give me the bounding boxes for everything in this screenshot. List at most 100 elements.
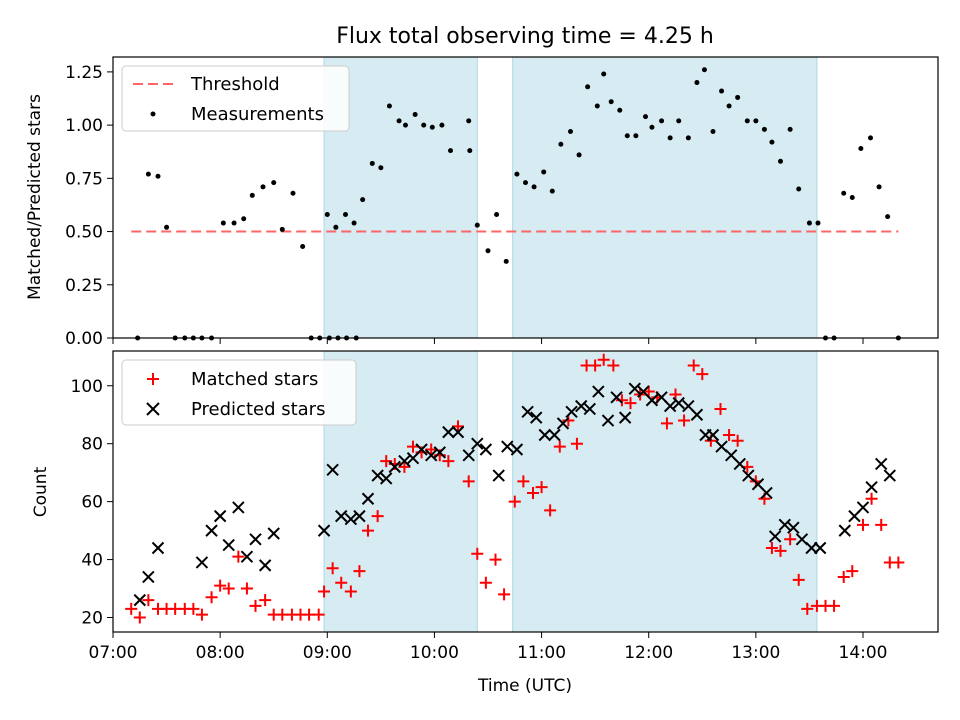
matched-star-point-72 xyxy=(765,541,778,554)
measurement-point-76 xyxy=(778,158,783,164)
predicted-star-point-72 xyxy=(875,457,888,471)
measurement-point-64 xyxy=(676,118,682,124)
predicted-star-point-28 xyxy=(462,449,475,462)
legend-matched-marker xyxy=(147,373,159,385)
matched-star-point-15 xyxy=(259,594,272,607)
top-y-axis-label: Matched/Predicted stars xyxy=(25,94,45,300)
measurement-point-73 xyxy=(753,118,759,124)
bottom-y-axis-label: Count xyxy=(31,466,51,517)
matched-star-point-10 xyxy=(214,579,227,592)
measurement-point-70 xyxy=(726,103,732,109)
predicted-star-point-6 xyxy=(222,538,235,552)
predicted-star-point-62 xyxy=(768,530,782,543)
bottom-ytick-label-4: 100 xyxy=(71,377,103,397)
measurement-point-17 xyxy=(300,243,306,249)
predicted-star-point-13 xyxy=(326,463,339,476)
bottom-xtick-label-1: 08:00 xyxy=(196,643,245,663)
predicted-star-point-70 xyxy=(856,501,870,514)
measurement-point-43 xyxy=(494,212,500,218)
measurement-point-46 xyxy=(523,180,528,186)
matched-star-point-55 xyxy=(615,394,628,407)
measurement-point-29 xyxy=(369,160,375,166)
bottom-ytick-label-0: 20 xyxy=(81,609,103,629)
bottom-axis-ticks: 20 40 60 80 100 07:00 08:00 09:00 10:00 11:00 12:0… xyxy=(71,377,888,663)
top-ytick-label-0: 0.00 xyxy=(65,329,103,349)
matched-star-point-23 xyxy=(326,562,339,575)
predicted-star-point-8 xyxy=(240,550,254,563)
matched-star-point-13 xyxy=(240,582,253,595)
matched-star-point-68 xyxy=(731,434,744,447)
legend-measurements-marker xyxy=(150,111,156,117)
measurement-point-83 xyxy=(841,190,847,196)
predicted-star-point-33 xyxy=(510,443,524,456)
measurement-point-85 xyxy=(858,146,864,152)
predicted-star-point-23 xyxy=(415,443,428,456)
predicted-star-point-26 xyxy=(442,425,455,439)
predicted-star-point-41 xyxy=(583,402,596,416)
measurement-point-52 xyxy=(576,152,582,158)
matched-star-point-9 xyxy=(205,591,218,604)
predicted-star-point-43 xyxy=(601,414,615,427)
measurement-point-53 xyxy=(585,84,591,90)
matched-star-point-12 xyxy=(232,550,245,563)
measurement-point-45 xyxy=(514,171,520,177)
measurement-point-68 xyxy=(710,129,716,135)
measurement-point-34 xyxy=(412,111,418,117)
predicted-star-point-44 xyxy=(610,391,623,404)
matched-star-point-46 xyxy=(535,481,548,494)
top-legend-box xyxy=(121,65,350,132)
predicted-star-point-29 xyxy=(471,437,484,450)
predicted-star-point-7 xyxy=(232,501,245,514)
measurement-point-48 xyxy=(541,169,547,175)
measurement-point-11 xyxy=(241,216,247,222)
predicted-star-point-11 xyxy=(267,527,280,540)
predicted-star-point-67 xyxy=(813,541,827,555)
measurement-point-39 xyxy=(466,118,472,124)
matched-star-point-14 xyxy=(249,599,262,612)
predicted-star-point-19 xyxy=(380,472,393,485)
predicted-star-point-25 xyxy=(433,446,446,459)
measurement-point-24 xyxy=(324,212,330,218)
measurement-point-30 xyxy=(378,165,384,171)
predicted-star-point-14 xyxy=(335,509,348,523)
bottom-legend: Matched stars Predicted stars xyxy=(121,359,357,426)
top-ytick-label-5: 1.25 xyxy=(65,63,103,83)
measurement-point-84 xyxy=(849,195,855,200)
measurement-point-2 xyxy=(155,173,161,179)
top-observing-intervals xyxy=(323,56,818,339)
legend-predicted-marker xyxy=(146,402,160,416)
matched-star-point-74 xyxy=(784,533,797,546)
measurement-point-78 xyxy=(796,186,802,192)
matched-star-point-79 xyxy=(828,599,841,612)
matched-star-point-49 xyxy=(562,414,575,427)
matched-star-point-36 xyxy=(442,455,455,468)
measurement-point-16 xyxy=(290,190,296,196)
top-plot-frame xyxy=(112,56,939,339)
measurement-point-9 xyxy=(220,220,226,226)
predicted-star-point-71 xyxy=(865,480,878,494)
measurement-point-80 xyxy=(815,220,821,226)
predicted-star-point-12 xyxy=(317,524,331,537)
predicted-star-point-16 xyxy=(353,509,366,523)
predicted-star-point-55 xyxy=(706,428,720,442)
measurement-point-56 xyxy=(608,99,614,105)
matched-star-point-83 xyxy=(865,492,878,505)
predicted-star-point-31 xyxy=(492,469,505,482)
predicted-star-point-51 xyxy=(672,396,685,410)
measurement-point-62 xyxy=(659,118,665,124)
top-legend: Threshold Measurements xyxy=(121,65,350,132)
predicted-star-point-15 xyxy=(344,512,358,526)
predicted-star-point-64 xyxy=(787,521,800,534)
measurement-point-63 xyxy=(667,135,673,141)
matched-star-point-34 xyxy=(425,443,438,456)
predicted-star-point-46 xyxy=(628,382,641,395)
predicted-star-point-35 xyxy=(530,411,543,424)
matched-star-point-76 xyxy=(801,602,814,615)
matched-star-point-11 xyxy=(222,582,235,595)
matched-star-point-24 xyxy=(335,576,348,589)
matched-star-point-60 xyxy=(660,417,673,430)
measurement-point-44 xyxy=(503,258,509,264)
top-ytick-label-2: 0.50 xyxy=(65,223,103,243)
measurement-point-25 xyxy=(333,224,339,230)
matched-star-point-61 xyxy=(669,388,682,401)
